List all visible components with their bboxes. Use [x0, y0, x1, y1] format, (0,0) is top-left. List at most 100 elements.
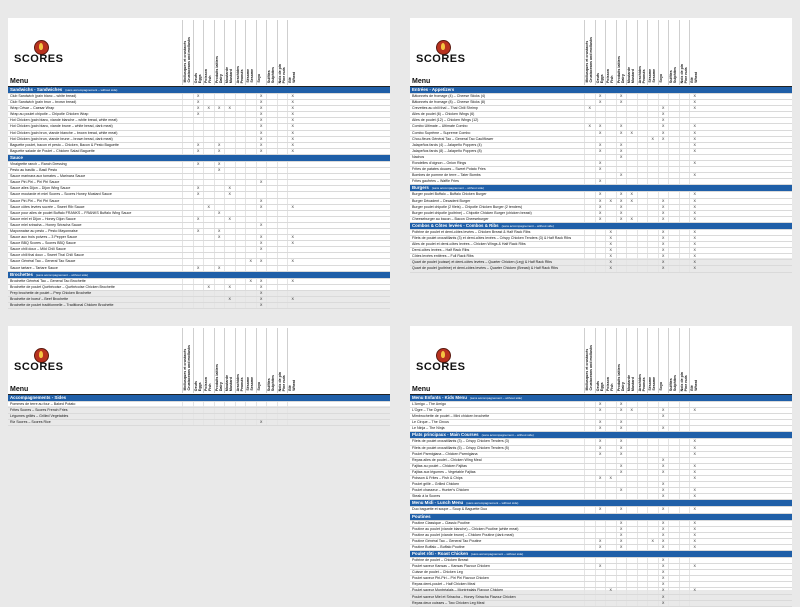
allergen-mark [647, 488, 658, 494]
allergen-mark [224, 414, 235, 420]
menu-item-name: Hot Chicken (pain brun, viande blanche –… [10, 130, 118, 135]
menu-item-name: Sauce Piri-Piri – Piri Piri Sauce [10, 198, 60, 203]
menu-item-name: Prep brochette de poulet – Prep Chicken … [10, 290, 92, 295]
section-title: Accompagnements - Sides [10, 395, 67, 400]
allergen-mark [266, 235, 277, 241]
allergen-mark [636, 445, 648, 451]
allergen-mark [626, 94, 637, 100]
allergen-mark [668, 476, 679, 482]
section-header: Menu Enfants - Kids Menu (sans accompagne… [410, 395, 792, 402]
allergen-mark [594, 594, 606, 600]
menu-item-name: Poulet saveur Montréalais – Montréalais … [412, 588, 504, 593]
allergen-mark [213, 303, 225, 309]
section-title: Plats principaux - Main Courses [412, 432, 479, 438]
allergen-mark [234, 408, 246, 414]
allergen-mark: X [689, 210, 700, 216]
allergen-mark [584, 463, 595, 469]
allergen-mark: X [287, 94, 298, 100]
allergen-mark [182, 142, 193, 148]
allergen-mark: X [192, 186, 204, 192]
allergen-mark: X [689, 216, 700, 222]
allergen-mark [594, 488, 606, 494]
allergen-mark: X [615, 130, 627, 136]
allergen-mark [266, 296, 277, 302]
allergen-mark [213, 216, 225, 222]
allergen-mark [668, 198, 679, 204]
menu-item-row: Sauce miel et Dijon – Honey Dijon Sauce X… [8, 216, 390, 223]
allergen-mark [668, 148, 679, 154]
allergen-mark [605, 469, 616, 476]
allergen-mark [678, 526, 690, 532]
allergen-mark [605, 439, 616, 445]
allergen-mark [626, 476, 637, 482]
allergen-mark [245, 198, 256, 204]
menu-label: Menu [412, 78, 431, 85]
allergen-mark [224, 235, 235, 241]
allergen-mark: X [657, 260, 669, 266]
allergen-mark [192, 180, 204, 186]
allergen-mark [266, 198, 277, 204]
allergen-column-header: Noix de pin Pine nuts [678, 20, 690, 85]
allergen-mark [203, 148, 214, 154]
allergen-mark [615, 557, 627, 564]
menu-item-row: Poisson & Frites – Fish & Chips X X X [410, 476, 792, 483]
allergen-mark [605, 582, 616, 588]
allergen-mark [678, 408, 690, 414]
allergen-mark [203, 259, 214, 265]
allergen-mark: X [689, 488, 700, 494]
allergen-mark [626, 426, 637, 432]
allergen-mark [276, 408, 288, 414]
menu-item-name: Burger poulet Buffalo – Buffalo Chicken … [412, 192, 487, 197]
allergen-mark [203, 112, 214, 118]
allergen-mark [276, 192, 288, 198]
menu-rows: Entrées - Appetizers Bâtonnets de fromage… [410, 87, 792, 273]
allergen-mark [605, 532, 616, 538]
panel-header: SCORES Menu Mollusques et crustacés Crusta… [8, 326, 390, 395]
allergen-mark [192, 198, 204, 204]
allergen-mark [678, 210, 690, 216]
section-header: Burgers (sans accompagnement – without si… [410, 185, 792, 193]
allergen-mark [626, 229, 637, 235]
allergen-mark [636, 173, 648, 179]
menu-item-name: Sauce miel et Dijon – Honey Dijon Sauce [10, 216, 76, 221]
menu-item-row: Hot Chicken (pain blanc, viande brune – … [8, 124, 390, 131]
allergen-mark: X [689, 260, 700, 266]
menu-item-row: Sauce pour ailes de poulet Buffalo FRANK… [8, 210, 390, 217]
menu-item-name: Mayonnaise au pesto – Pesto Mayonnaise [10, 228, 78, 233]
allergen-mark [224, 168, 235, 174]
allergen-mark [266, 174, 277, 180]
allergen-mark [668, 216, 679, 222]
allergen-mark [224, 247, 235, 253]
allergen-mark [636, 482, 648, 488]
allergen-mark: X [594, 402, 606, 408]
allergen-mark [245, 253, 256, 259]
allergen-mark [266, 124, 277, 130]
allergen-mark: X [689, 142, 700, 148]
allergen-mark: X [689, 136, 700, 142]
allergen-mark: X [255, 290, 267, 296]
allergen-mark [668, 463, 679, 469]
allergen-mark [668, 494, 679, 500]
allergen-mark [234, 161, 246, 168]
allergen-mark [594, 576, 606, 582]
allergen-mark [245, 94, 256, 100]
menu-item-name: Brochette Général Tao – General Tao Broc… [10, 278, 86, 283]
allergen-mark [224, 204, 235, 210]
allergen-mark [605, 124, 616, 130]
allergen-mark [213, 259, 225, 265]
allergen-mark: X [255, 235, 267, 241]
allergen-mark: X [615, 173, 627, 179]
allergen-mark [647, 414, 658, 420]
allergen-mark [615, 136, 627, 142]
allergen-mark: X [255, 100, 267, 106]
menu-item-row: Poulet chasseur – Hunter's Chicken X X X [410, 488, 792, 495]
allergen-mark: X [615, 100, 627, 106]
allergen-mark [668, 576, 679, 582]
menu-item-name: Ailes de poulet (6) – Chicken Wings (6) [412, 112, 475, 117]
allergen-mark: X [657, 576, 669, 582]
allergen-mark [224, 112, 235, 118]
allergen-mark [584, 457, 595, 463]
allergen-mark [245, 124, 256, 130]
allergen-mark [287, 180, 298, 186]
allergen-mark [255, 186, 267, 192]
